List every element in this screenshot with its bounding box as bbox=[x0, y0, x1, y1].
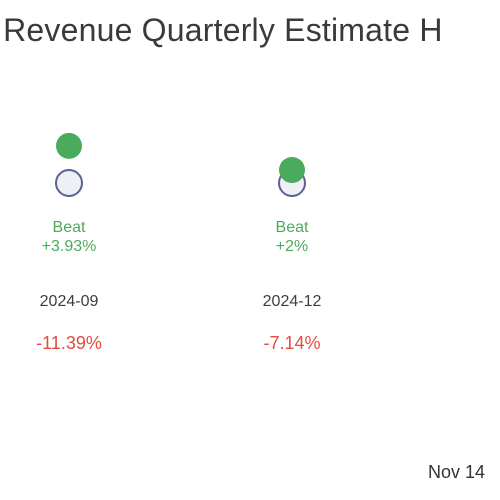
quarter-label: 2024-12 bbox=[263, 293, 322, 310]
estimate-dot bbox=[55, 169, 83, 197]
surprise-label: +3.93% bbox=[42, 238, 97, 255]
actual-dot bbox=[279, 157, 305, 183]
actual-dot bbox=[56, 132, 82, 159]
result-label: Beat bbox=[276, 219, 309, 236]
chart-title: o Revenue Quarterly Estimate H bbox=[0, 12, 443, 48]
price-change-label: -7.14% bbox=[263, 333, 320, 353]
surprise-label: +2% bbox=[276, 238, 308, 255]
quarter-label: 2024-09 bbox=[40, 293, 99, 310]
price-change-label: -11.39% bbox=[36, 333, 102, 353]
footer-date: Nov 14 bbox=[428, 462, 486, 482]
result-label: Beat bbox=[53, 219, 86, 236]
